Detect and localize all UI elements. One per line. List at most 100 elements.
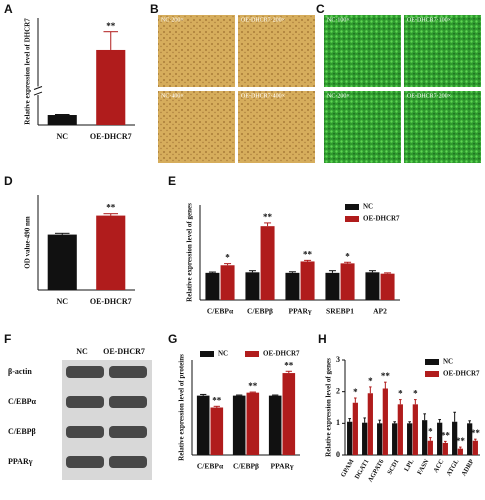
blot-band [66,396,104,408]
bar [196,395,210,455]
x-tick-label: OE-DHCR7 [90,132,132,141]
x-tick-label: AP2 [373,307,387,316]
x-tick-label: C/EBPβ [247,307,273,316]
bar [367,393,373,455]
bar [340,263,355,300]
image-label: OE-DHCR7·200× [407,93,451,99]
legend-label: NC [218,350,228,358]
bar [268,395,282,455]
bar [382,388,388,455]
legend-swatch [425,359,439,365]
legend-swatch [345,216,359,222]
bar [47,234,77,290]
bar [407,423,413,455]
x-tick-label: NC [56,297,68,306]
bar [457,448,463,455]
bar [362,422,368,455]
bar [96,215,126,290]
significance: ** [456,436,466,446]
bar [260,226,275,300]
blot-band [109,426,147,438]
micrograph-texture [238,91,315,163]
significance: ** [106,203,116,213]
significance: * [345,251,350,261]
legend-swatch [425,371,439,377]
significance: * [413,389,418,399]
image-label: OE-DHCR7·100× [407,17,451,23]
column-label: OE-DHCR7 [103,347,145,356]
blot-band [109,396,147,408]
blot-band [109,366,147,378]
significance: * [398,389,403,399]
image-label: OE-DHCR7·400× [241,93,285,99]
bar [246,392,260,455]
blot-band [66,366,104,378]
legend-swatch [345,204,359,210]
x-tick-label: LPL [403,458,416,473]
axis-break [33,91,43,96]
significance: * [225,253,230,263]
bar [392,423,398,455]
micrograph-texture [324,15,401,87]
x-tick-label: ATGL [445,458,460,478]
bar [412,404,418,455]
x-tick-label: PPARγ [271,462,294,471]
bar [380,273,395,300]
x-tick-label: SCD1 [386,458,400,476]
bar [347,421,353,455]
row-label: C/EBPβ [8,427,36,436]
y-tick-label: 0 [336,450,340,459]
significance: ** [212,395,222,405]
image-label: NC·200× [327,93,350,99]
y-axis-label: Relative expression level of DHCR7 [24,18,32,125]
x-tick-label: C/EBPα [207,307,234,316]
image-label: NC·100× [327,17,350,23]
bar [47,115,77,125]
panel-label: F [4,332,11,346]
bar [422,420,428,455]
x-tick-label: FASN [416,458,430,476]
significance: * [353,387,358,397]
micrograph-texture [238,15,315,87]
bar [205,272,220,300]
bar [232,395,246,455]
x-tick-label: ACC [432,458,445,474]
y-tick-label: 1 [336,418,340,427]
bar [352,402,358,455]
bar [442,442,448,455]
x-tick-label: ADRP [460,458,475,477]
legend-swatch [245,351,259,357]
micrograph-texture [158,15,235,87]
micrograph-texture [404,91,481,163]
significance: * [368,376,373,386]
image-label: NC·400× [161,93,184,99]
legend-label: OE-DHCR7 [363,215,400,223]
row-label: β-actin [8,367,32,376]
micrograph-texture [404,15,481,87]
panel-label: H [318,332,327,346]
bar [467,423,473,455]
y-axis-label: OD value-490 nm [24,216,32,269]
y-tick-label: 3 [336,355,340,364]
axis-break [33,86,43,90]
significance: ** [248,381,258,391]
x-tick-label: SREBP1 [326,307,354,316]
legend-swatch [200,351,214,357]
x-tick-label: C/EBPα [197,462,224,471]
y-axis-label: Relative expression level of genes [325,358,333,457]
x-tick-label: C/EBPβ [233,462,259,471]
bar [472,440,478,455]
legend-label: NC [443,358,453,366]
blot-band [109,456,147,468]
bar [377,423,383,455]
bar [285,272,300,300]
micrograph-texture [158,91,235,163]
y-tick-label: 2 [336,386,340,395]
bar [365,272,380,300]
bar [427,440,433,455]
panel-label: B [150,2,159,16]
significance: ** [471,428,481,438]
significance: ** [303,249,313,259]
bar [300,261,315,300]
panel-label: A [4,2,13,16]
